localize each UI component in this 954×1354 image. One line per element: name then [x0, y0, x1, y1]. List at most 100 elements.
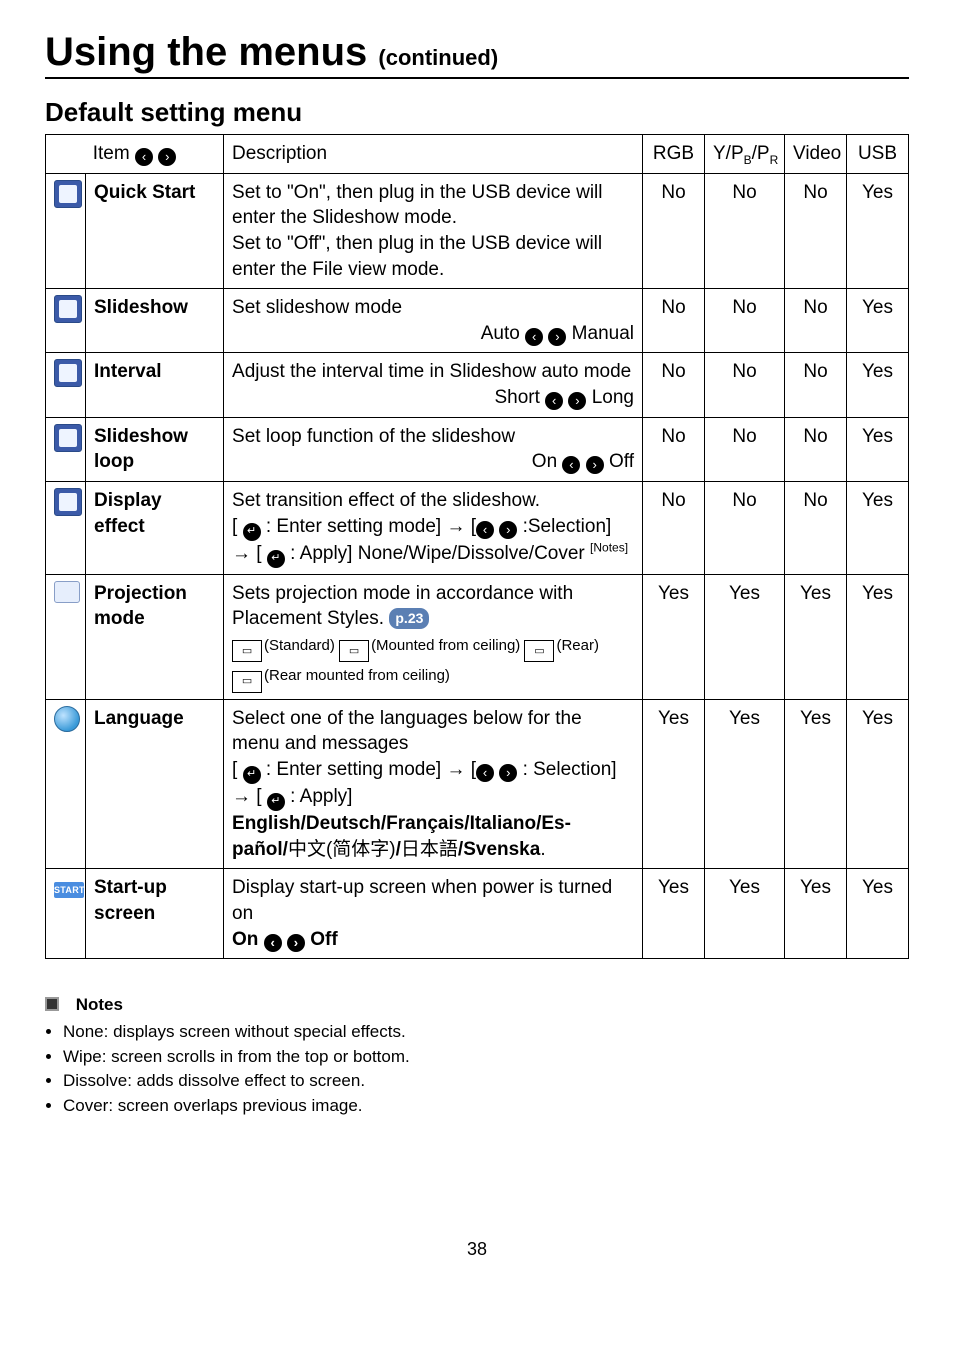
proj-rear-icon: ▭: [524, 640, 554, 662]
cell-usb: Yes: [847, 289, 909, 353]
cell-yp: No: [705, 289, 785, 353]
desc-main: Adjust the interval time in Slideshow au…: [232, 361, 631, 382]
proj-standard-icon: ▭: [232, 640, 262, 662]
interval-icon: [54, 359, 82, 387]
cell-video: No: [785, 173, 847, 289]
settings-table: Item ‹ › Description RGB Y/PB/PR Video U…: [45, 134, 909, 959]
row-label: Slideshow loop: [86, 417, 224, 481]
row-desc: Select one of the languages below for th…: [224, 699, 643, 869]
arrow-left-icon: ‹: [264, 934, 282, 952]
row-label: Slideshow: [86, 289, 224, 353]
slideshow-loop-icon: [54, 424, 82, 452]
row-label: Quick Start: [86, 173, 224, 289]
lang-list: English/Deutsch/Français/Italiano/Es-pañ…: [232, 813, 571, 860]
note-item: None: displays screen without special ef…: [63, 1020, 909, 1045]
col-description: Description: [224, 135, 643, 174]
projection-mode-icon: [54, 581, 80, 603]
row-desc: Set slideshow mode Auto ‹ › Manual: [224, 289, 643, 353]
row-icon-cell: [46, 289, 86, 353]
enter-icon: ↵: [243, 523, 261, 541]
cell-rgb: Yes: [643, 574, 705, 699]
desc-main: Set slideshow mode: [232, 297, 402, 318]
proj-ceil-icon: ▭: [339, 640, 369, 662]
cell-rgb: No: [643, 482, 705, 575]
cell-yp: No: [705, 417, 785, 481]
row-icon-cell: [46, 417, 86, 481]
toggle-right-label: Long: [592, 387, 634, 408]
arrow-right-icon: ›: [158, 148, 176, 166]
enter-icon: ↵: [267, 550, 285, 568]
toggle-line: Short ‹ › Long: [232, 385, 634, 411]
row-desc: Set transition effect of the slideshow. …: [224, 482, 643, 575]
lang-intro: Select one of the languages below for th…: [232, 708, 582, 755]
arrow-right-icon: ›: [287, 934, 305, 952]
toggle-left-label: Short: [494, 387, 539, 408]
col-item: Item ‹ ›: [46, 135, 224, 174]
quickstart-icon: [54, 180, 82, 208]
row-label: Start-up screen: [86, 869, 224, 959]
title-main: Using the menus: [45, 30, 367, 74]
toggle-line: Auto ‹ › Manual: [232, 321, 634, 347]
col-rgb: RGB: [643, 135, 705, 174]
row-desc: Set to "On", then plug in the USB device…: [224, 173, 643, 289]
cell-rgb: No: [643, 289, 705, 353]
enter-icon: ↵: [243, 766, 261, 784]
toggle-right-label: Manual: [572, 323, 634, 344]
cell-rgb: No: [643, 173, 705, 289]
slideshow-icon: [54, 295, 82, 323]
page-title: Using the menus (continued): [45, 30, 909, 75]
notes-sup: [Notes]: [590, 540, 628, 554]
notes-list: None: displays screen without special ef…: [45, 1020, 909, 1119]
col-usb: USB: [847, 135, 909, 174]
toggle-line: On ‹ › Off: [232, 449, 634, 475]
cell-usb: Yes: [847, 417, 909, 481]
row-icon-cell: START: [46, 869, 86, 959]
notes-section: Notes None: displays screen without spec…: [45, 993, 909, 1118]
table-row: Slideshow loop Set loop function of the …: [46, 417, 909, 481]
arrow-left-icon: ‹: [525, 328, 543, 346]
table-row: Slideshow Set slideshow mode Auto ‹ › Ma…: [46, 289, 909, 353]
start-badge-icon: START: [54, 882, 84, 898]
cell-usb: Yes: [847, 699, 909, 869]
toggle-right-label: Off: [310, 929, 337, 950]
col-item-label: Item: [93, 143, 130, 164]
cell-video: Yes: [785, 574, 847, 699]
row-desc: Display start-up screen when power is tu…: [224, 869, 643, 959]
row-label: Language: [86, 699, 224, 869]
arrow-left-icon: ‹: [476, 764, 494, 782]
row-icon-cell: [46, 353, 86, 417]
cell-video: Yes: [785, 699, 847, 869]
table-row: Quick Start Set to "On", then plug in th…: [46, 173, 909, 289]
cell-video: No: [785, 482, 847, 575]
table-row: Interval Adjust the interval time in Sli…: [46, 353, 909, 417]
row-desc: Set loop function of the slideshow On ‹ …: [224, 417, 643, 481]
globe-icon: [54, 706, 80, 732]
note-item: Wipe: screen scrolls in from the top or …: [63, 1045, 909, 1070]
cell-rgb: No: [643, 417, 705, 481]
table-header-row: Item ‹ › Description RGB Y/PB/PR Video U…: [46, 135, 909, 174]
cell-rgb: Yes: [643, 699, 705, 869]
cell-yp: Yes: [705, 699, 785, 869]
cell-video: No: [785, 353, 847, 417]
col-ypbpr: Y/PB/PR: [705, 135, 785, 174]
arrow-right-icon: ›: [548, 328, 566, 346]
row-desc: Adjust the interval time in Slideshow au…: [224, 353, 643, 417]
display-effect-icon: [54, 488, 82, 516]
cell-usb: Yes: [847, 173, 909, 289]
enter-icon: ↵: [267, 793, 285, 811]
cell-usb: Yes: [847, 574, 909, 699]
desc-line1: Set transition effect of the slideshow.: [232, 490, 540, 511]
desc-main: Set loop function of the slideshow: [232, 426, 515, 447]
cell-yp: Yes: [705, 869, 785, 959]
cell-video: No: [785, 417, 847, 481]
cell-yp: No: [705, 482, 785, 575]
col-video: Video: [785, 135, 847, 174]
notes-title: Notes: [76, 995, 123, 1014]
row-label: Interval: [86, 353, 224, 417]
table-row: Display effect Set transition effect of …: [46, 482, 909, 575]
toggle-left-label: Auto: [481, 323, 520, 344]
toggle-right-label: Off: [609, 451, 634, 472]
cell-usb: Yes: [847, 353, 909, 417]
proj-options: ▭(Standard) ▭(Mounted from ceiling) ▭(Re…: [232, 637, 599, 684]
col-ypbpr-label: Y/PB/PR: [713, 143, 778, 164]
